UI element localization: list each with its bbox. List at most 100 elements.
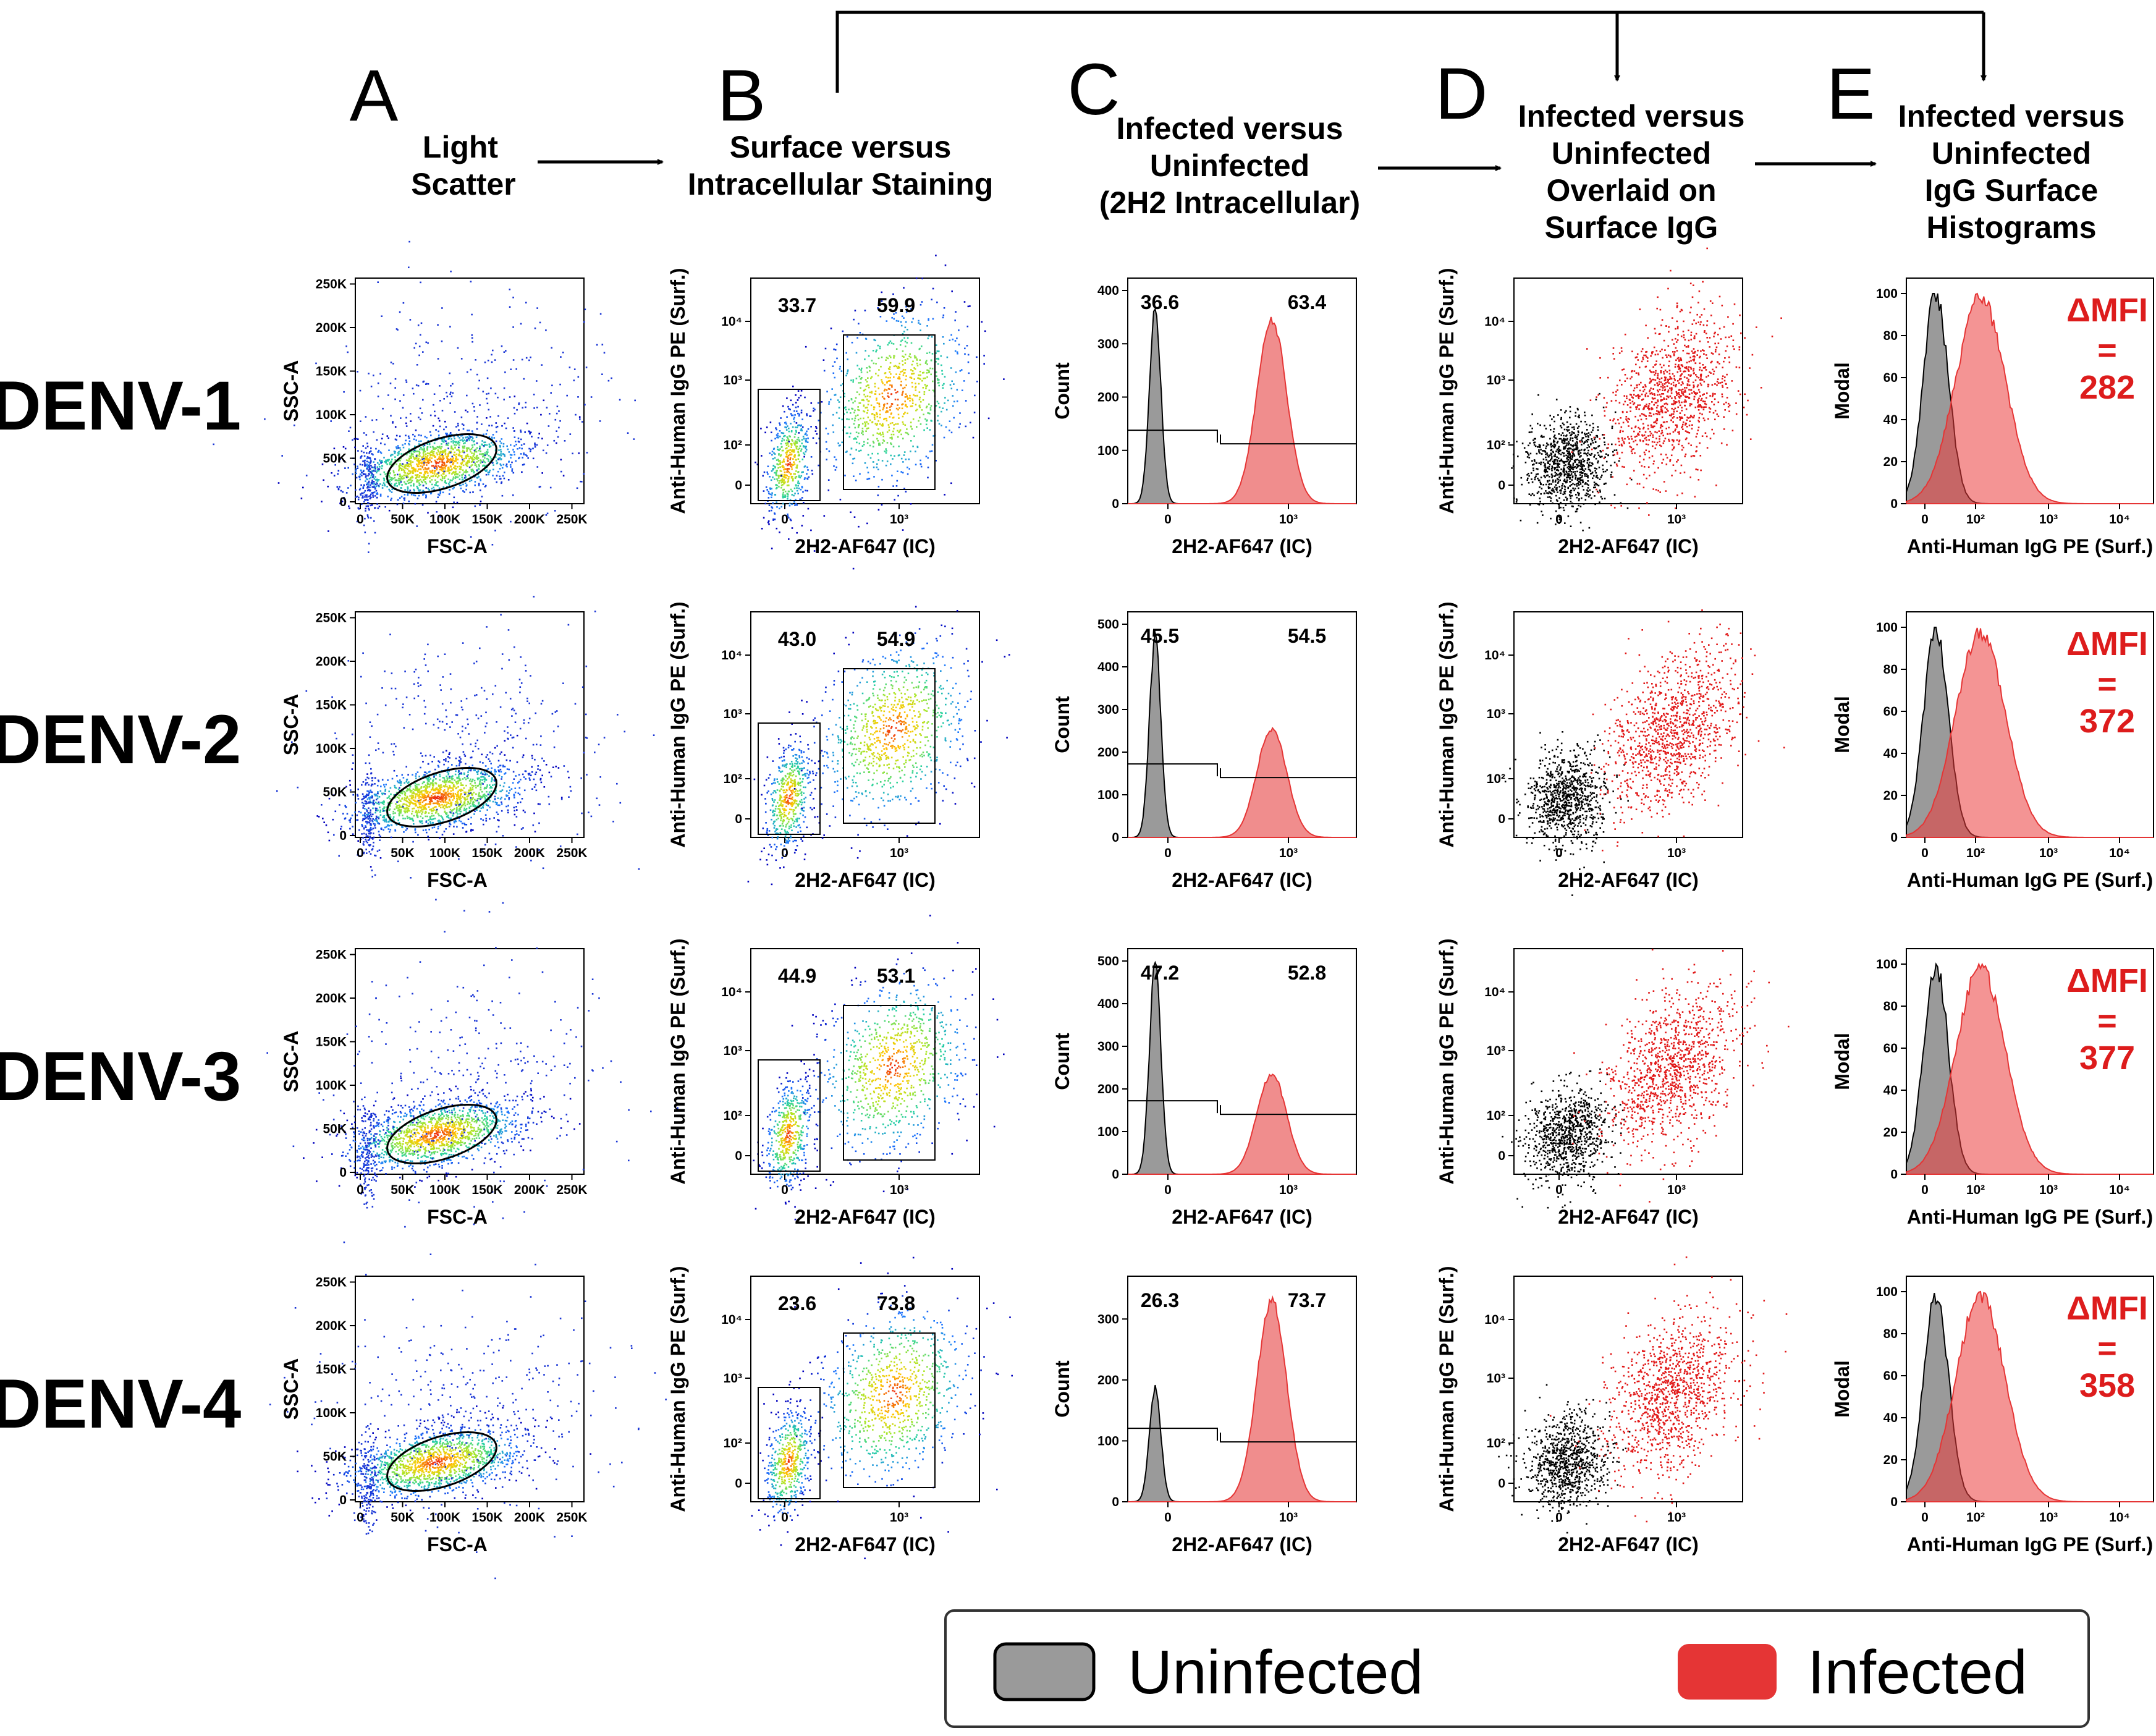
event-dot [397,454,399,456]
event-dot [506,446,508,447]
event-dot [559,420,561,422]
event-dot [601,373,603,375]
plot-a-xtick: 0 [357,512,364,527]
event-dot [431,457,433,459]
event-dot [504,472,505,473]
event-dot [419,475,421,477]
panel-letter-e: E [1827,53,1875,135]
event-dot [776,470,778,472]
event-dot [444,463,446,465]
event-dot [551,347,552,349]
event-dot [451,480,453,481]
event-dot [530,431,532,433]
event-dot [439,385,441,387]
event-dot [367,506,369,507]
event-dot [405,483,407,485]
event-dot [556,442,557,444]
event-dot [784,411,785,413]
event-dot [399,436,401,438]
event-dot [793,473,795,475]
plot-a-ytick: 250K [316,277,347,292]
event-dot [360,470,362,472]
event-dot [415,474,416,476]
event-dot [412,467,413,469]
event-dot [390,383,392,384]
event-dot [413,393,415,395]
event-dot [471,469,473,471]
event-dot [439,400,441,402]
event-dot [505,428,507,430]
event-dot [793,421,795,423]
event-dot [264,418,266,420]
event-dot [596,344,598,346]
event-dot [430,472,432,473]
event-dot [432,470,434,472]
event-dot [378,451,379,453]
event-dot [458,447,460,449]
event-dot [486,417,488,419]
event-dot [438,456,440,458]
event-dot [438,462,439,464]
event-dot [786,416,788,418]
event-dot [554,440,556,442]
event-dot [394,485,396,487]
event-dot [438,465,439,467]
event-dot [364,455,366,457]
event-dot [441,466,442,468]
event-dot [479,454,481,455]
event-dot [457,347,459,349]
event-dot [801,390,803,392]
event-dot [391,489,393,491]
event-dot [365,499,366,501]
event-dot [514,454,515,455]
event-dot [371,386,373,387]
event-dot [583,473,585,475]
event-dot [355,489,357,491]
event-dot [408,436,410,438]
event-dot [457,425,459,427]
event-dot [763,517,765,519]
event-dot [413,451,415,453]
event-dot [455,471,457,473]
event-dot [401,470,403,472]
event-dot [358,508,360,510]
event-dot [471,430,473,432]
event-dot [484,486,486,488]
event-dot [306,475,308,476]
event-dot [441,480,443,481]
event-dot [374,495,376,497]
event-dot [365,510,366,512]
event-dot [433,425,434,427]
event-dot [766,489,768,491]
event-dot [488,360,489,362]
event-dot [468,458,470,460]
event-dot [541,472,543,474]
event-dot [441,443,442,445]
event-dot [797,490,798,492]
event-dot [398,482,400,484]
event-dot [514,436,516,438]
event-dot [481,423,483,425]
event-dot [557,405,559,407]
event-dot [447,444,449,446]
event-dot [454,444,455,446]
plot-a-ytick: 0 [339,495,347,509]
event-dot [441,341,443,342]
event-dot [467,411,469,413]
event-dot [472,459,474,461]
event-dot [459,451,460,452]
event-dot [375,479,377,481]
event-dot [339,486,340,488]
event-dot [476,470,478,472]
event-dot [521,448,523,450]
event-dot [774,519,776,520]
event-dot [769,476,771,478]
event-dot [462,490,464,492]
event-dot [465,475,467,476]
event-dot [442,462,444,464]
event-dot [611,378,612,379]
event-dot [414,449,416,451]
event-dot [413,485,415,487]
event-dot [790,457,792,459]
event-dot [496,441,497,442]
